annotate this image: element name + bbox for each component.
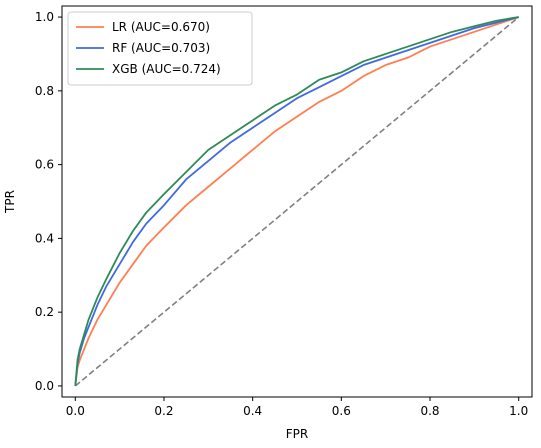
x-tick-label: 0.2 (154, 404, 173, 418)
x-tick-label: 0.4 (243, 404, 262, 418)
x-tick-label: 0.0 (66, 404, 85, 418)
y-tick-label: 0.4 (35, 231, 54, 245)
legend-box (67, 11, 253, 86)
y-tick-label: 0.6 (35, 158, 54, 172)
series-line-1 (74, 16, 519, 387)
legend-label-1: RF (AUC=0.703) (112, 41, 210, 55)
x-tick-label: 0.6 (332, 404, 351, 418)
x-tick-label: 0.8 (420, 404, 439, 418)
series-line-2 (74, 16, 519, 387)
x-axis-ticks: 0.0 0.2 0.4 0.6 0.8 1.0 (66, 397, 528, 418)
plot-frame (61, 5, 533, 398)
reference-diagonal-line (74, 16, 520, 387)
x-tick-label: 1.0 (509, 404, 528, 418)
y-tick-label: 0.8 (35, 84, 54, 98)
legend: LR (AUC=0.670) RF (AUC=0.703) XGB (AUC=0.7… (67, 11, 253, 86)
plot-layer (74, 16, 520, 387)
series-line-0 (74, 16, 519, 387)
legend-label-2: XGB (AUC=0.724) (112, 62, 221, 76)
y-tick-label: 1.0 (35, 10, 54, 24)
legend-label-0: LR (AUC=0.670) (112, 20, 210, 34)
y-tick-label: 0.2 (35, 305, 54, 319)
x-axis-label: FPR (286, 427, 308, 441)
y-tick-label: 0.0 (35, 379, 54, 393)
y-axis-label: TPR (3, 190, 17, 214)
y-axis-ticks: 0.0 0.2 0.4 0.6 0.8 1.0 (35, 10, 62, 393)
